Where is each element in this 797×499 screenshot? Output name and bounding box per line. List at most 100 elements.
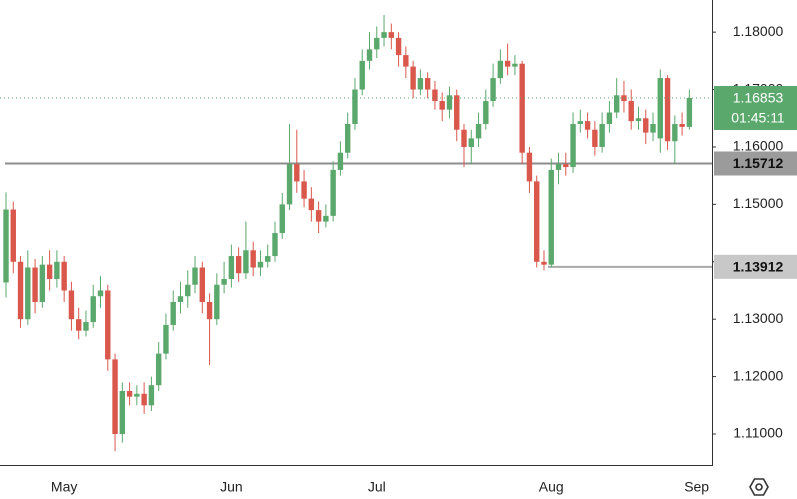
candle-body: [10, 209, 16, 262]
x-tick-label: Sep: [684, 479, 709, 495]
candle-body: [199, 267, 205, 302]
candle-body: [541, 261, 547, 265]
candle-body: [90, 296, 96, 323]
candle-body: [446, 95, 453, 110]
candle-body: [497, 60, 504, 79]
candle-body: [584, 121, 591, 130]
current-price-box: [714, 85, 797, 130]
candle-body: [577, 121, 584, 124]
candle-body: [76, 319, 82, 331]
candle-body: [461, 129, 467, 147]
candle-body: [3, 209, 9, 283]
price-label: 1.15712: [733, 155, 784, 171]
candle-body: [424, 78, 431, 90]
candle-body: [599, 124, 605, 147]
candle-body: [105, 290, 111, 360]
candle-body: [17, 261, 24, 320]
candle-body: [395, 37, 402, 56]
candle-body: [374, 37, 380, 50]
candle-body: [606, 112, 613, 124]
candle-body: [454, 95, 460, 130]
candle-body: [257, 261, 264, 268]
candle-body: [119, 390, 126, 434]
candle-body: [221, 279, 227, 285]
candle-body: [381, 32, 387, 38]
candle-body: [490, 78, 496, 102]
candle-body: [468, 138, 474, 147]
candle-body: [388, 32, 395, 38]
candle-body: [679, 124, 685, 127]
candle-body: [126, 390, 133, 397]
candle-body: [170, 301, 176, 325]
y-tick-label: 1.13000: [733, 310, 784, 326]
x-tick-label: May: [51, 479, 77, 495]
candle-body: [250, 250, 256, 268]
candle-body: [214, 284, 220, 320]
x-tick-label: Jul: [368, 479, 386, 495]
candle-body: [185, 284, 191, 297]
candle-body: [228, 256, 235, 279]
candle-body: [519, 63, 525, 153]
settings-button[interactable]: [749, 478, 769, 496]
candle-body: [301, 181, 307, 199]
settings-icon-center[interactable]: [755, 483, 763, 491]
candle-body: [155, 353, 162, 386]
y-tick-label: 1.12000: [733, 367, 784, 383]
candle-body: [330, 169, 336, 216]
candle-body: [592, 129, 598, 147]
x-tick-label: Jun: [220, 479, 243, 495]
candle-body: [61, 261, 67, 291]
candle-body: [650, 124, 656, 133]
candle-body: [635, 118, 642, 122]
candle-body: [664, 78, 671, 142]
x-tick-label: Aug: [539, 479, 564, 495]
candle-body: [265, 256, 271, 262]
y-tick-label: 1.18000: [733, 23, 784, 39]
candle-body: [570, 124, 576, 168]
candle-body: [235, 256, 242, 274]
candle-body: [403, 55, 409, 67]
candle-body: [526, 152, 533, 182]
candle-body: [192, 267, 198, 285]
candle-body: [141, 393, 147, 406]
candle-body: [359, 60, 365, 90]
y-tick-label: 1.11000: [733, 425, 783, 441]
candle-body: [163, 324, 169, 354]
candle-body: [439, 101, 445, 110]
candle-body: [475, 124, 482, 139]
candle-body: [555, 164, 562, 170]
candle-body: [672, 124, 678, 142]
candle-body: [148, 385, 155, 406]
candle-body: [323, 215, 329, 222]
candle-body: [621, 95, 627, 102]
candle-body: [417, 78, 424, 90]
candle-body: [68, 290, 75, 320]
candle-body: [410, 66, 416, 90]
candle-body: [534, 181, 540, 262]
candle-body: [686, 97, 693, 127]
candle-body: [243, 250, 249, 274]
y-tick-label: 1.15000: [733, 195, 784, 211]
candle-body: [25, 267, 31, 320]
candle-body: [39, 264, 46, 302]
y-tick-label: 1.16000: [733, 138, 784, 154]
candle-body: [177, 296, 184, 302]
candle-body: [83, 322, 89, 331]
candle-body: [112, 359, 118, 434]
current-price-label: 1.16853: [733, 90, 784, 106]
price-label: 1.13912: [733, 259, 784, 275]
candle-body: [134, 393, 140, 397]
candle-body: [32, 267, 38, 302]
candle-body: [366, 49, 373, 61]
candle-body: [657, 78, 663, 139]
price-label-box: [714, 151, 797, 176]
candle-body: [308, 198, 315, 211]
candle-body: [286, 164, 293, 205]
candle-body: [352, 89, 358, 124]
candle-body: [344, 124, 351, 153]
settings-icon[interactable]: [749, 478, 769, 496]
candle-body: [504, 60, 511, 67]
candle-body: [279, 204, 285, 234]
price-label-box: [714, 254, 797, 279]
